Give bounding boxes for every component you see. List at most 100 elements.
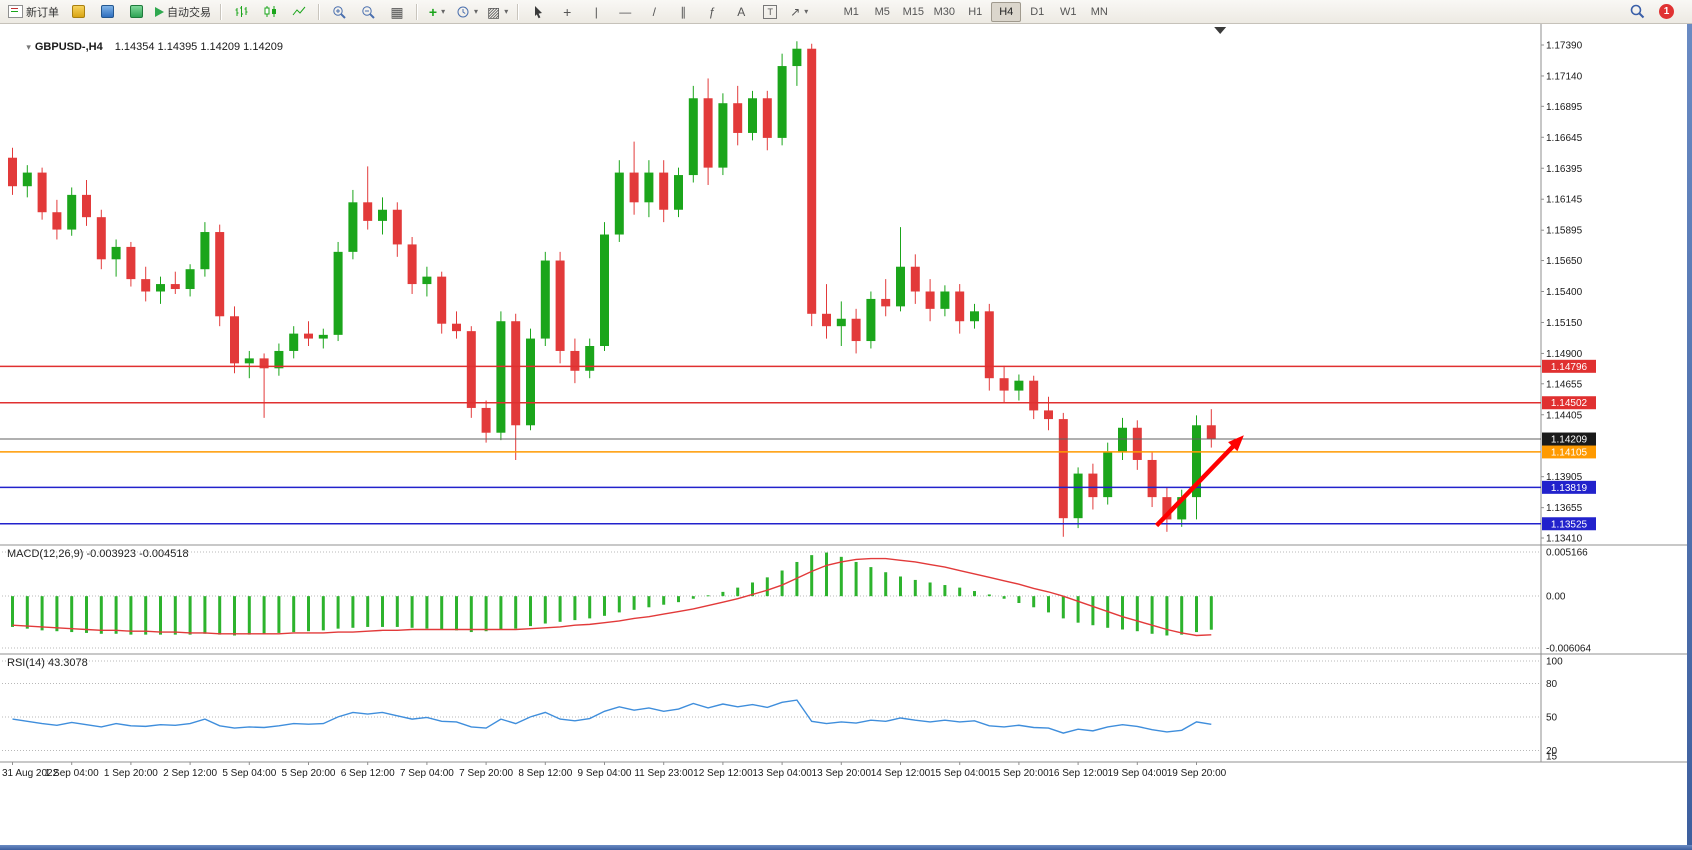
macd-label: MACD(12,26,9) -0.003923 -0.004518 (7, 548, 189, 560)
svg-text:1.17390: 1.17390 (1546, 41, 1583, 52)
svg-text:0.00: 0.00 (1546, 592, 1566, 603)
indicators-button[interactable]: + ▾ (423, 1, 451, 23)
svg-text:5 Sep 20:00: 5 Sep 20:00 (282, 768, 336, 779)
timeframe-mn[interactable]: MN (1090, 5, 1108, 18)
chart-canvas[interactable]: 1.17390 1.17140 1.16895 1.16645 1.16395 1.161… (0, 24, 1692, 850)
svg-text:6 Sep 12:00: 6 Sep 12:00 (341, 768, 395, 779)
templates-button[interactable]: ▨ ▾ (483, 1, 512, 23)
label-tool-button[interactable]: T (756, 1, 784, 23)
timeframe-m5[interactable]: M5 (874, 5, 890, 18)
timeframe-w1[interactable]: W1 (1060, 5, 1077, 18)
tile-windows-icon: ▦ (390, 3, 404, 20)
rsi-label: RSI(14) 43.3078 (7, 657, 88, 669)
toolbar-right-group: 1 (1623, 1, 1674, 23)
svg-text:13 Sep 04:00: 13 Sep 04:00 (752, 768, 812, 779)
svg-text:1.15150: 1.15150 (1546, 318, 1583, 329)
notification-badge[interactable]: 1 (1659, 4, 1674, 19)
candlestick-chart-type-button[interactable] (256, 1, 284, 23)
fibonacci-tool-button[interactable]: ƒ (698, 1, 726, 23)
svg-text:5 Sep 04:00: 5 Sep 04:00 (222, 768, 276, 779)
zoom-out-button[interactable] (354, 1, 382, 23)
chart-window[interactable]: 1.17390 1.17140 1.16895 1.16645 1.16395 1.161… (0, 24, 1692, 850)
vertical-line-tool-button[interactable]: | (582, 1, 610, 23)
clock-icon (457, 6, 469, 17)
svg-text:1.15895: 1.15895 (1546, 226, 1583, 237)
zoom-in-icon (332, 5, 346, 19)
svg-text:8 Sep 12:00: 8 Sep 12:00 (518, 768, 572, 779)
add-indicator-icon: + (428, 3, 438, 20)
trendline-tool-button[interactable]: / (640, 1, 668, 23)
cursor-icon (535, 5, 543, 18)
label-tool-icon: T (763, 4, 778, 19)
toolbar-separator (318, 3, 320, 20)
rsi-line (12, 699, 1212, 734)
chevron-down-icon: ▾ (804, 7, 809, 16)
wallet-button[interactable] (64, 1, 92, 23)
arrows-tool-button[interactable]: ↗ ▾ (785, 1, 813, 23)
timeframe-m15[interactable]: M15 (902, 5, 924, 18)
profile-icon (100, 5, 114, 18)
headset-icon (129, 5, 143, 18)
svg-text:1.14405: 1.14405 (1546, 410, 1583, 421)
bar-chart-type-button[interactable] (227, 1, 255, 23)
line-chart-type-button[interactable] (285, 1, 313, 23)
svg-text:-0.006064: -0.006064 (1546, 644, 1591, 655)
toolbar-separator (517, 3, 520, 20)
sounds-button[interactable] (122, 1, 150, 23)
timeframe-d1[interactable]: D1 (1030, 5, 1045, 18)
timeframe-m1[interactable]: M1 (843, 5, 859, 18)
profile-button[interactable] (93, 1, 121, 23)
cursor-tool-button[interactable] (524, 1, 552, 23)
fibonacci-icon: ƒ (708, 4, 716, 19)
crosshair-tool-button[interactable]: + (553, 1, 581, 23)
svg-text:1 Sep 20:00: 1 Sep 20:00 (104, 768, 158, 779)
tile-windows-button[interactable]: ▦ (383, 1, 411, 23)
search-button[interactable] (1623, 1, 1651, 23)
text-tool-button[interactable]: A (727, 1, 755, 23)
svg-text:1.16645: 1.16645 (1546, 133, 1583, 144)
new-order-button[interactable]: 新订单 (4, 1, 63, 23)
svg-text:1.16395: 1.16395 (1546, 164, 1583, 175)
svg-text:15 Sep 20:00: 15 Sep 20:00 (989, 768, 1049, 779)
timeframe-m30[interactable]: M30 (933, 5, 955, 18)
zoom-in-button[interactable] (325, 1, 353, 23)
timeframe-h1[interactable]: H1 (968, 5, 983, 18)
svg-text:1.15650: 1.15650 (1546, 256, 1583, 267)
svg-text:1.13655: 1.13655 (1546, 503, 1583, 514)
svg-text:15: 15 (1546, 752, 1558, 763)
zoom-out-icon (361, 5, 375, 19)
periods-button[interactable]: ▾ (452, 1, 482, 23)
template-icon: ▨ (487, 3, 501, 20)
horizontal-line-tool-button[interactable]: — (611, 1, 639, 23)
candlestick-series (8, 41, 1216, 537)
horizontal-line-icon: — (619, 4, 632, 19)
svg-text:1 Sep 04:00: 1 Sep 04:00 (45, 768, 99, 779)
trendline-icon: / (652, 4, 656, 19)
autotrading-button[interactable]: 自动交易 (151, 1, 215, 23)
svg-text:1.14655: 1.14655 (1546, 379, 1583, 390)
vertical-line-icon: | (594, 4, 598, 19)
svg-text:19 Sep 04:00: 19 Sep 04:00 (1108, 768, 1168, 779)
chevron-down-icon: ▾ (504, 7, 509, 16)
svg-text:14 Sep 12:00: 14 Sep 12:00 (871, 768, 931, 779)
svg-text:1.16145: 1.16145 (1546, 195, 1583, 206)
macd-histogram (11, 552, 1213, 636)
ohlc-values: 1.14354 1.14395 1.14209 1.14209 (114, 41, 283, 53)
svg-text:12 Sep 12:00: 12 Sep 12:00 (693, 768, 753, 779)
horizontal-price-lines[interactable] (0, 365, 1541, 525)
channel-tool-button[interactable]: ∥ (669, 1, 697, 23)
trend-arrow-annotation[interactable] (1154, 435, 1244, 528)
svg-text:50: 50 (1546, 712, 1558, 723)
text-tool-icon: A (737, 4, 746, 19)
svg-text:15 Sep 04:00: 15 Sep 04:00 (930, 768, 990, 779)
svg-text:1.13410: 1.13410 (1546, 534, 1583, 545)
timeframe-h4[interactable]: H4 (991, 1, 1022, 22)
macd-scale: 0.005166 0.00 -0.006064 (2, 548, 1591, 655)
svg-text:13 Sep 20:00: 13 Sep 20:00 (812, 768, 872, 779)
svg-text:1.14209: 1.14209 (1551, 435, 1588, 446)
chevron-down-icon: ▾ (441, 7, 446, 16)
toolbar-separator (416, 3, 418, 20)
svg-text:9 Sep 04:00: 9 Sep 04:00 (578, 768, 632, 779)
